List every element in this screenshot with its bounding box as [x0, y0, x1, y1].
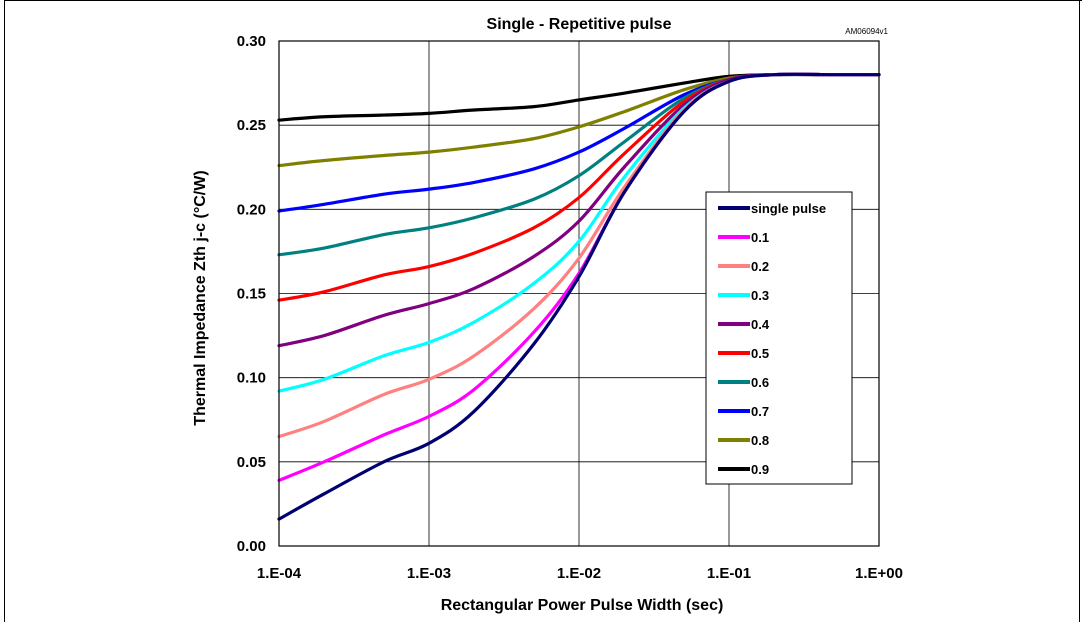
legend-label: 0.9 — [751, 462, 769, 477]
legend-items: single pulse 0.1 0.2 0.3 0.4 0.5 0.6 0.7 0.8 0.9 — [718, 201, 826, 477]
series-lines — [277, 72, 881, 521]
legend-label: 0.4 — [751, 317, 770, 332]
x-tick-label: 1.E-04 — [257, 565, 302, 582]
legend-box — [705, 191, 853, 485]
legend-label: 0.7 — [751, 404, 769, 419]
x-tick-label: 1.E+00 — [855, 565, 903, 582]
y-tick-label: 0.25 — [237, 117, 266, 134]
series-line — [277, 72, 881, 521]
legend-label: single pulse — [751, 201, 826, 216]
y-tick-label: 0.00 — [237, 538, 266, 555]
y-axis-ticks: 0.00 0.05 0.10 0.15 0.20 0.25 0.30 — [237, 33, 266, 555]
x-axis-ticks: 1.E-04 1.E-03 1.E-02 1.E-01 1.E+00 — [257, 565, 903, 582]
document-code: AM06094v1 — [845, 27, 888, 36]
legend-label: 0.3 — [751, 288, 769, 303]
y-tick-label: 0.20 — [237, 201, 266, 218]
y-tick-label: 0.15 — [237, 286, 266, 303]
x-axis-title: Rectangular Power Pulse Width (sec) — [441, 597, 724, 614]
x-tick-label: 1.E-02 — [557, 565, 601, 582]
legend-label: 0.6 — [751, 375, 769, 390]
x-tick-label: 1.E-01 — [707, 565, 751, 582]
legend-label: 0.1 — [751, 230, 769, 245]
x-tick-label: 1.E-03 — [407, 565, 451, 582]
legend: single pulse 0.1 0.2 0.3 0.4 0.5 0.6 0.7 0.8 0.9 — [705, 191, 853, 485]
legend-label: 0.5 — [751, 346, 769, 361]
y-tick-label: 0.30 — [237, 33, 266, 50]
plot-area-border — [278, 40, 880, 547]
y-tick-label: 0.05 — [237, 454, 266, 471]
legend-label: 0.2 — [751, 259, 769, 274]
legend-label: 0.8 — [751, 433, 769, 448]
chart-title: Single - Repetitive pulse — [487, 16, 672, 33]
y-tick-label: 0.10 — [237, 370, 266, 387]
y-axis-title: Thermal Impedance Zth j-c (°C/W) — [192, 170, 209, 425]
